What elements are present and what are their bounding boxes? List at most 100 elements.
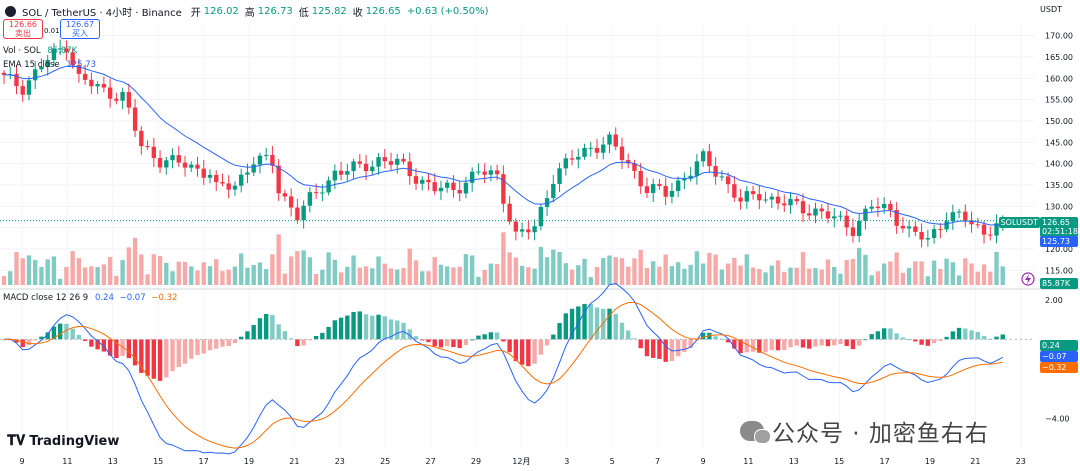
- price-tick-label: 165.00: [1045, 53, 1073, 62]
- volume-bar: [245, 267, 250, 285]
- time-axis[interactable]: 9 11 13 15 17 19 21 23 25 27 29 12月 3 5 7 9 11 13 15 17 19 21…: [19, 457, 1025, 466]
- macd-histogram-bar: [782, 339, 787, 351]
- macd-histogram-bar: [669, 339, 675, 361]
- volume-legend[interactable]: Vol · SOL 85.87K: [3, 46, 77, 56]
- volume-bar: [220, 271, 225, 285]
- candle-body: [151, 146, 156, 159]
- volume-bar: [182, 261, 188, 285]
- candle-body: [775, 196, 781, 204]
- macd-histogram-bar: [738, 339, 743, 354]
- macd-tick-label: 2.00: [1045, 296, 1063, 305]
- candle-body: [463, 182, 469, 194]
- macd-histogram-bar: [245, 331, 250, 340]
- price-tick-label: 145.00: [1045, 138, 1073, 147]
- volume-bar: [145, 274, 150, 285]
- sell-button[interactable]: 126.66 卖出: [3, 19, 43, 39]
- volume-bar: [769, 265, 774, 285]
- macd-histogram: [1, 303, 1005, 381]
- candle-body: [14, 73, 19, 87]
- volume-bar: [981, 264, 987, 285]
- candle-body: [688, 175, 693, 179]
- wechat-icon: [740, 421, 771, 444]
- macd-histogram-bar: [457, 339, 462, 349]
- candle-body: [276, 165, 281, 194]
- candle-body: [981, 224, 987, 235]
- macd-axis[interactable]: 2.00 −4.00: [1045, 296, 1070, 424]
- macd-histogram-bar: [445, 339, 450, 347]
- volume-bar: [538, 247, 544, 285]
- sell-price: 126.66: [9, 20, 37, 29]
- volume-bar: [682, 268, 687, 285]
- macd-histogram-bar: [376, 314, 381, 340]
- volume-bar: [738, 265, 743, 285]
- price-tick-label: 140.00: [1045, 160, 1073, 169]
- macd-legend-macd: 0.24: [94, 293, 114, 303]
- candle-body: [164, 160, 169, 168]
- volume-bar: [338, 272, 344, 285]
- volume-bar: [894, 252, 899, 285]
- macd-histogram-bar: [107, 339, 113, 356]
- macd-histogram-bar: [295, 339, 300, 347]
- macd-histogram-bar: [395, 320, 400, 340]
- macd-histogram-bar: [139, 339, 144, 373]
- macd-histogram-bar: [569, 308, 575, 340]
- volume-bar: [257, 262, 263, 285]
- symbol-title[interactable]: SOL / TetherUS · 4小时 · Binance: [22, 8, 182, 19]
- tradingview-brand[interactable]: 𝐓𝐕 TradingView: [7, 433, 119, 449]
- volume-bar: [938, 268, 943, 285]
- macd-histogram-bar: [182, 339, 188, 364]
- macd-histogram-bar: [713, 336, 718, 340]
- candle-body: [988, 234, 993, 236]
- currency-label[interactable]: USDT: [1040, 5, 1062, 14]
- macd-histogram-bar: [732, 339, 737, 349]
- volume-bar: [207, 266, 213, 285]
- macd-histogram-bar: [214, 339, 219, 349]
- candle-body: [126, 92, 132, 108]
- candle-body: [732, 184, 737, 198]
- macd-histogram-bar: [76, 334, 82, 340]
- signal-line: [3, 301, 1003, 449]
- macd-histogram-bar: [938, 339, 943, 342]
- ema-legend[interactable]: EMA 15 close 125.73: [3, 60, 96, 70]
- buy-button[interactable]: 126.67 买入: [60, 19, 100, 39]
- volume-bar: [14, 252, 19, 285]
- candle-body: [738, 197, 743, 202]
- candle-body: [488, 170, 494, 175]
- candle-body: [713, 166, 718, 177]
- candle-body: [569, 158, 575, 160]
- hist-flag: −0.32: [1040, 362, 1078, 373]
- volume-bar: [95, 267, 100, 285]
- volume-bar: [719, 269, 725, 285]
- ema-legend-title: EMA 15 close: [3, 60, 60, 70]
- macd-histogram-bar: [881, 328, 887, 340]
- macd-histogram-bar: [638, 339, 643, 349]
- macd-histogram-bar: [432, 339, 437, 347]
- candle-body: [382, 157, 387, 162]
- price-tick-label: 160.00: [1045, 74, 1073, 83]
- macd-histogram-bar: [800, 339, 806, 348]
- volume-bar: [975, 271, 980, 285]
- macd-histogram-bar: [33, 339, 38, 341]
- candle-body: [626, 160, 631, 164]
- candle-body: [601, 144, 606, 153]
- macd-histogram-bar: [226, 339, 231, 347]
- candle-body: [301, 205, 306, 221]
- volume-bar: [457, 266, 462, 285]
- macd-histogram-bar: [757, 339, 762, 353]
- candle-body: [114, 98, 119, 101]
- macd-histogram-bar: [326, 326, 331, 340]
- time-tick-label: 11: [743, 457, 753, 466]
- candle-body: [931, 229, 937, 239]
- candle-body: [638, 171, 643, 187]
- price-tick-label: 155.00: [1045, 96, 1073, 105]
- volume-bar: [588, 277, 593, 285]
- macd-histogram-bar: [557, 323, 562, 340]
- volume-bar: [713, 254, 718, 285]
- volume-bar: [863, 254, 868, 285]
- candle-body: [607, 134, 612, 145]
- volume-bar: [925, 276, 931, 285]
- candle-body: [370, 166, 375, 172]
- macd-legend[interactable]: MACD close 12 26 9 0.24 −0.07 −0.32: [3, 293, 177, 303]
- volume-bar: [226, 269, 231, 285]
